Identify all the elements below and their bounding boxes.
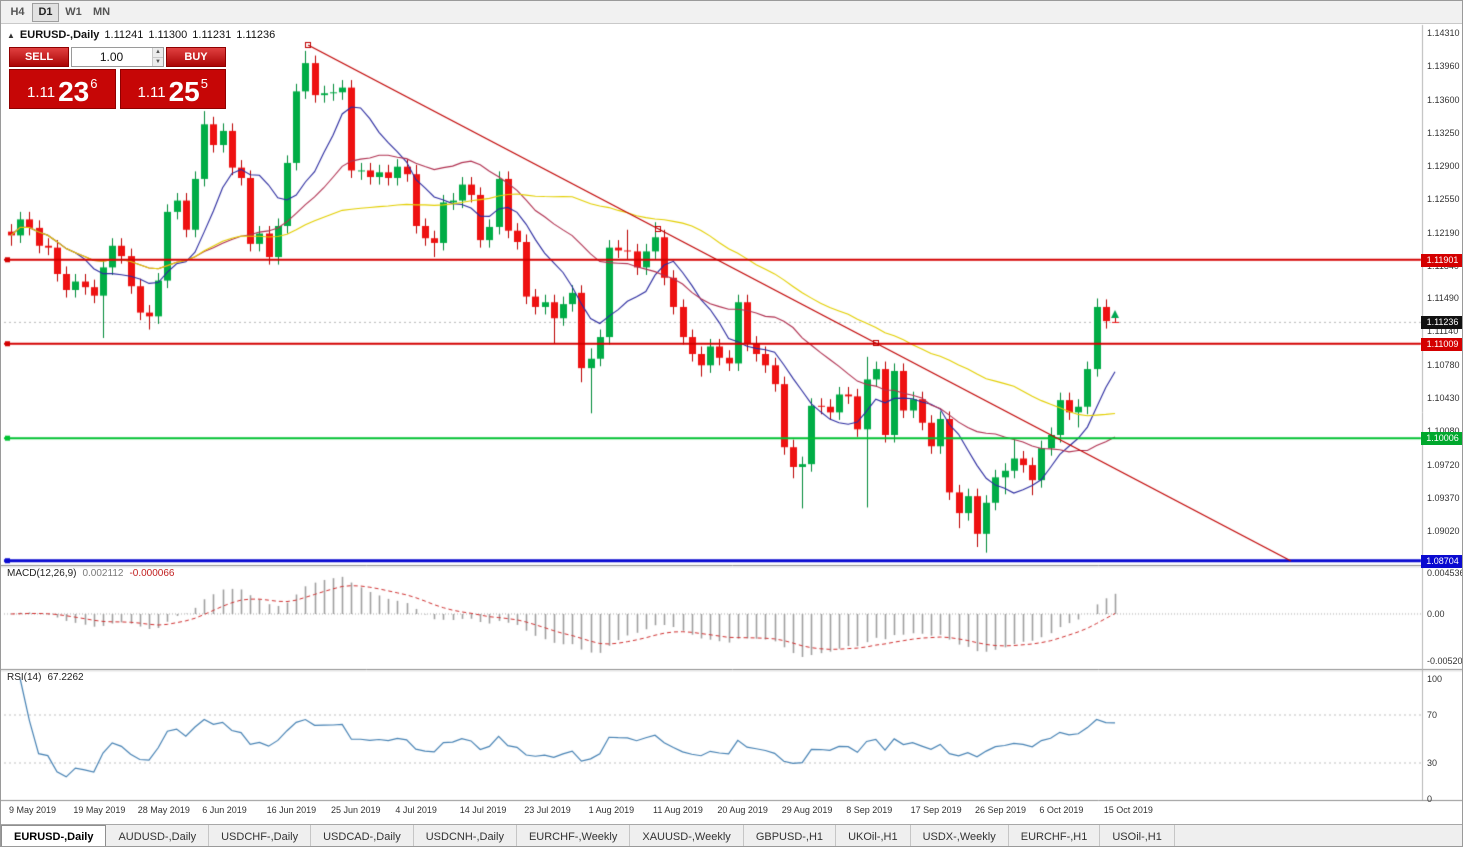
- buy-price-display[interactable]: 1.11 25 5: [119, 69, 226, 109]
- ohlc-low: 1.11231: [192, 29, 232, 41]
- buy-price-point: 5: [200, 76, 208, 91]
- chart-symbol-label: EURUSD-,Daily: [19, 29, 100, 41]
- sell-price-pips: 23: [58, 76, 90, 107]
- ohlc-high: 1.11300: [148, 29, 188, 41]
- bottom-tab-ukoil-h1[interactable]: UKOil-,H1: [836, 825, 911, 846]
- bottom-tab-eurchf-weekly[interactable]: EURCHF-,Weekly: [517, 825, 631, 846]
- timeframe-button-mn[interactable]: MN: [93, 6, 111, 18]
- timeframe-button-w1[interactable]: W1: [65, 6, 82, 18]
- ohlc-open: 1.11241: [104, 29, 144, 41]
- bottom-tab-audusd-daily[interactable]: AUDUSD-,Daily: [106, 825, 210, 846]
- macd-name: MACD(12,26,9): [7, 568, 77, 579]
- buy-button[interactable]: BUY: [166, 47, 226, 67]
- one-click-trading-panel: SELL ▲ ▼ BUY 1.11 23 6 1.11 25 5: [9, 47, 226, 109]
- sell-price-point: 6: [90, 76, 98, 91]
- lot-size-field: ▲ ▼: [71, 47, 164, 67]
- buy-price-base: 1.11: [137, 84, 166, 101]
- lot-size-input[interactable]: [72, 48, 163, 66]
- bottom-tab-usdcad-daily[interactable]: USDCAD-,Daily: [311, 825, 414, 846]
- timeframe-button-d1[interactable]: D1: [32, 2, 59, 22]
- lot-increment-icon[interactable]: ▲: [153, 48, 163, 57]
- bottom-tab-usdchf-daily[interactable]: USDCHF-,Daily: [209, 825, 312, 846]
- bottom-tab-usoil-h1[interactable]: USOil-,H1: [1100, 825, 1175, 846]
- timeframe-toolbar: H4 D1 W1 MN: [1, 1, 1462, 24]
- sell-price-display[interactable]: 1.11 23 6: [9, 69, 116, 109]
- rsi-value: 67.2262: [47, 672, 84, 683]
- ohlc-close: 1.11236: [236, 29, 276, 41]
- lot-decrement-icon[interactable]: ▼: [153, 56, 163, 66]
- bottom-tab-eurusd-daily[interactable]: EURUSD-,Daily: [1, 825, 107, 846]
- macd-indicator-label: MACD(12,26,9) 0.002112 -0.000066: [7, 568, 174, 579]
- bottom-tab-eurchf-h1[interactable]: EURCHF-,H1: [1009, 825, 1101, 846]
- chart-tab-bar: EURUSD-,Daily AUDUSD-,Daily USDCHF-,Daily U…: [1, 824, 1462, 846]
- bottom-tab-gbpusd-h1[interactable]: GBPUSD-,H1: [744, 825, 837, 846]
- bottom-tab-xauusd-weekly[interactable]: XAUUSD-,Weekly: [630, 825, 744, 846]
- timeframe-button-h4[interactable]: H4: [10, 6, 25, 18]
- rsi-name: RSI(14): [7, 672, 42, 683]
- macd-signal-value: -0.000066: [129, 568, 175, 579]
- chart-window-icon: ▲: [7, 30, 15, 40]
- buy-price-pips: 25: [168, 76, 200, 107]
- lot-spinner: ▲ ▼: [152, 48, 163, 66]
- rsi-indicator-label: RSI(14) 67.2262: [7, 672, 84, 683]
- sell-price-base: 1.11: [27, 84, 56, 101]
- bottom-tab-usdx-weekly[interactable]: USDX-,Weekly: [911, 825, 1009, 846]
- price-chart-canvas[interactable]: [1, 1, 1462, 824]
- sell-button[interactable]: SELL: [9, 47, 69, 67]
- chart-title: ▲ EURUSD-,Daily 1.11241 1.11300 1.11231 …: [7, 29, 275, 41]
- macd-main-value: 0.002112: [82, 568, 124, 579]
- bottom-tab-usdcnh-daily[interactable]: USDCNH-,Daily: [414, 825, 517, 846]
